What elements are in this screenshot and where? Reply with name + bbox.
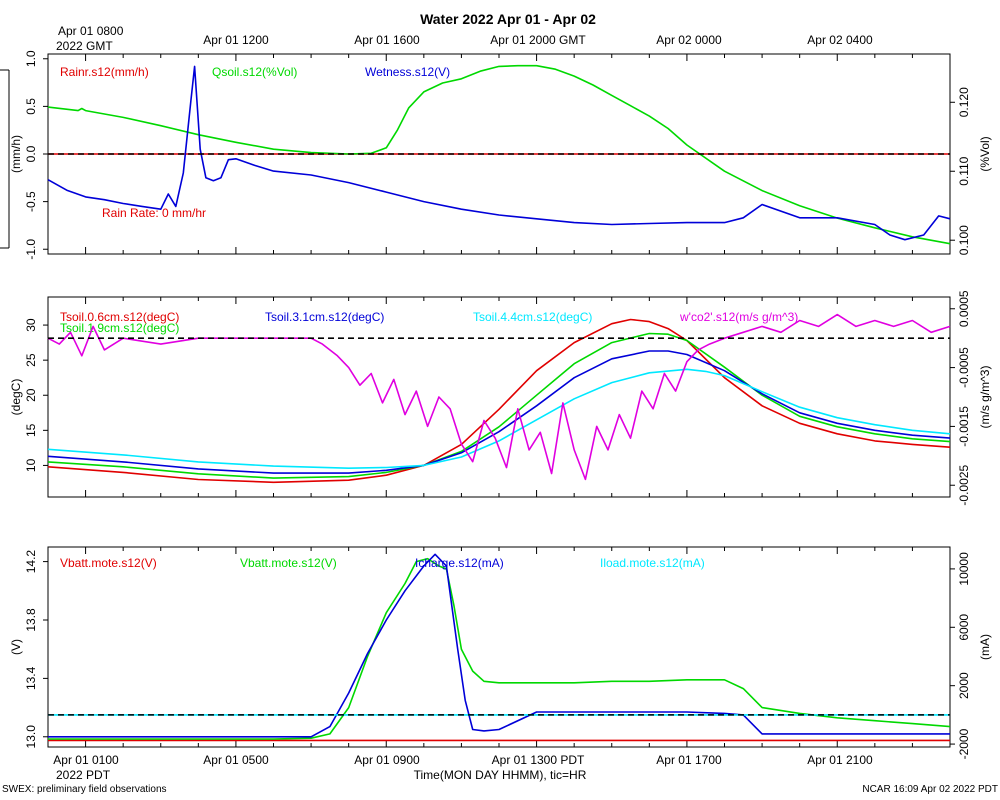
left-y-tick-label: 1.0 [24, 50, 38, 67]
legend-entry: Wetness.s12(V) [365, 65, 450, 79]
left-y-tick-label: 13.0 [24, 725, 38, 749]
legend-entry: Rainr.s12(mm/h) [60, 65, 149, 79]
bottom-time-label: Apr 01 0100 [53, 753, 119, 767]
left-y-tick-label: -0.5 [24, 191, 38, 212]
bottom-time-sublabel: 2022 PDT [56, 768, 111, 782]
chart-panel-temperature: 10 15 20 25 30 -0.0025 -0.0015 -0.0005 0.0005 (de… [9, 290, 992, 505]
left-y-tick-label: 10 [24, 458, 38, 472]
legend-entry: w'co2'.s12(m/s g/m^3) [679, 310, 798, 324]
bottom-time-label: Apr 01 1300 PDT [492, 753, 585, 767]
left-y-tick-label: 0.0 [24, 145, 38, 162]
left-y-tick-label: 14.2 [24, 550, 38, 574]
right-y-tick-label: 2000 [957, 672, 971, 699]
left-y-tick-label: 20 [24, 388, 38, 402]
right-y-tick-label: 0.110 [957, 156, 971, 185]
legend-entry: Vbatt.mote.s12(V) [60, 556, 157, 570]
left-y-tick-label: 13.8 [24, 608, 38, 632]
top-time-label: Apr 02 0400 [807, 33, 873, 47]
legend-entry: Icharge.s12(mA) [415, 556, 504, 570]
plot-frame [47, 546, 951, 748]
legend-entry: Tsoil.1.9cm.s12(degC) [60, 321, 179, 335]
right-y-tick-label: -0.0015 [957, 406, 971, 447]
left-y-tick-label: 13.4 [24, 666, 38, 690]
bottom-time-label: Apr 01 2100 [807, 753, 873, 767]
right-y-tick-label: 0.0005 [957, 290, 971, 327]
right-axis-label: (%Vol) [978, 136, 992, 171]
legend-entry: Vbatt.mote.s12(V) [240, 556, 337, 570]
top-time-label: Apr 01 1600 [354, 33, 420, 47]
chart-panel-power: 13.0 13.4 13.8 14.2 -2000 2000 6000 10000 (V) (mA… [9, 546, 992, 759]
right-axis-label: (mA) [978, 634, 992, 660]
left-y-tick-label: 30 [24, 318, 38, 332]
left-axis-label: (mm/h) [9, 135, 23, 173]
left-axis-label: (V) [9, 639, 23, 655]
right-y-tick-label: -2000 [957, 728, 971, 759]
legend-entry: Tsoil.0.6cm.s12(degC) [60, 310, 179, 324]
series-line-4 [47, 313, 951, 481]
series-line-1 [47, 64, 951, 245]
left-axis-label: (degC) [9, 379, 23, 416]
right-y-tick-label: 10000 [957, 552, 971, 586]
top-time-label: Apr 02 0000 [656, 33, 722, 47]
bottom-time-label: Apr 01 0900 [354, 753, 420, 767]
top-time-label: Apr 01 0800 [58, 24, 124, 38]
chart-annotation: Rain Rate: 0 mm/hr [102, 206, 206, 220]
chart-panel-water: -1.0 -0.5 0.0 0.5 1.0 0.100 0.110 0.120 (mm/h) (%… [9, 50, 992, 259]
series-line-1 [47, 332, 951, 479]
top-time-sublabel: 2022 GMT [56, 39, 113, 53]
chart-title: Water 2022 Apr 01 - Apr 02 [420, 11, 596, 27]
series-line-1 [48, 557, 951, 740]
footer-left: SWEX: preliminary field observations [2, 784, 167, 795]
right-y-tick-label: -0.0005 [957, 347, 971, 388]
series-line-2 [47, 65, 951, 241]
series-line-3 [47, 368, 951, 469]
series-line-0 [47, 318, 951, 484]
top-time-label: Apr 01 2000 GMT [490, 33, 586, 47]
footer-right: NCAR 16:09 Apr 02 2022 PDT [862, 784, 998, 795]
right-axis-label: (m/s g/m^3) [978, 366, 992, 429]
right-y-tick-label: 6000 [957, 614, 971, 641]
legend-entry: Iload.mote.s12(mA) [600, 556, 705, 570]
series-line-2 [48, 553, 950, 738]
series-line-2 [47, 350, 951, 474]
right-y-tick-label: -0.0025 [957, 465, 971, 506]
legend-entry: Tsoil.3.1cm.s12(degC) [265, 310, 384, 324]
legend-entry: Qsoil.s12(%Vol) [212, 65, 297, 79]
left-edge-box [0, 69, 10, 249]
left-y-tick-label: -1.0 [24, 239, 38, 260]
left-y-tick-label: 0.5 [24, 98, 38, 115]
left-y-tick-label: 25 [24, 353, 38, 367]
right-y-tick-label: 0.100 [957, 225, 971, 255]
bottom-time-label: Apr 01 1700 [656, 753, 722, 767]
left-y-tick-label: 15 [24, 423, 38, 437]
bottom-time-label: Apr 01 0500 [203, 753, 269, 767]
x-axis-label: Time(MON DAY HHMM), tic=HR [414, 768, 587, 782]
right-y-tick-label: 0.120 [957, 87, 971, 117]
legend-entry: Tsoil.4.4cm.s12(degC) [473, 310, 592, 324]
top-time-label: Apr 01 1200 [203, 33, 269, 47]
